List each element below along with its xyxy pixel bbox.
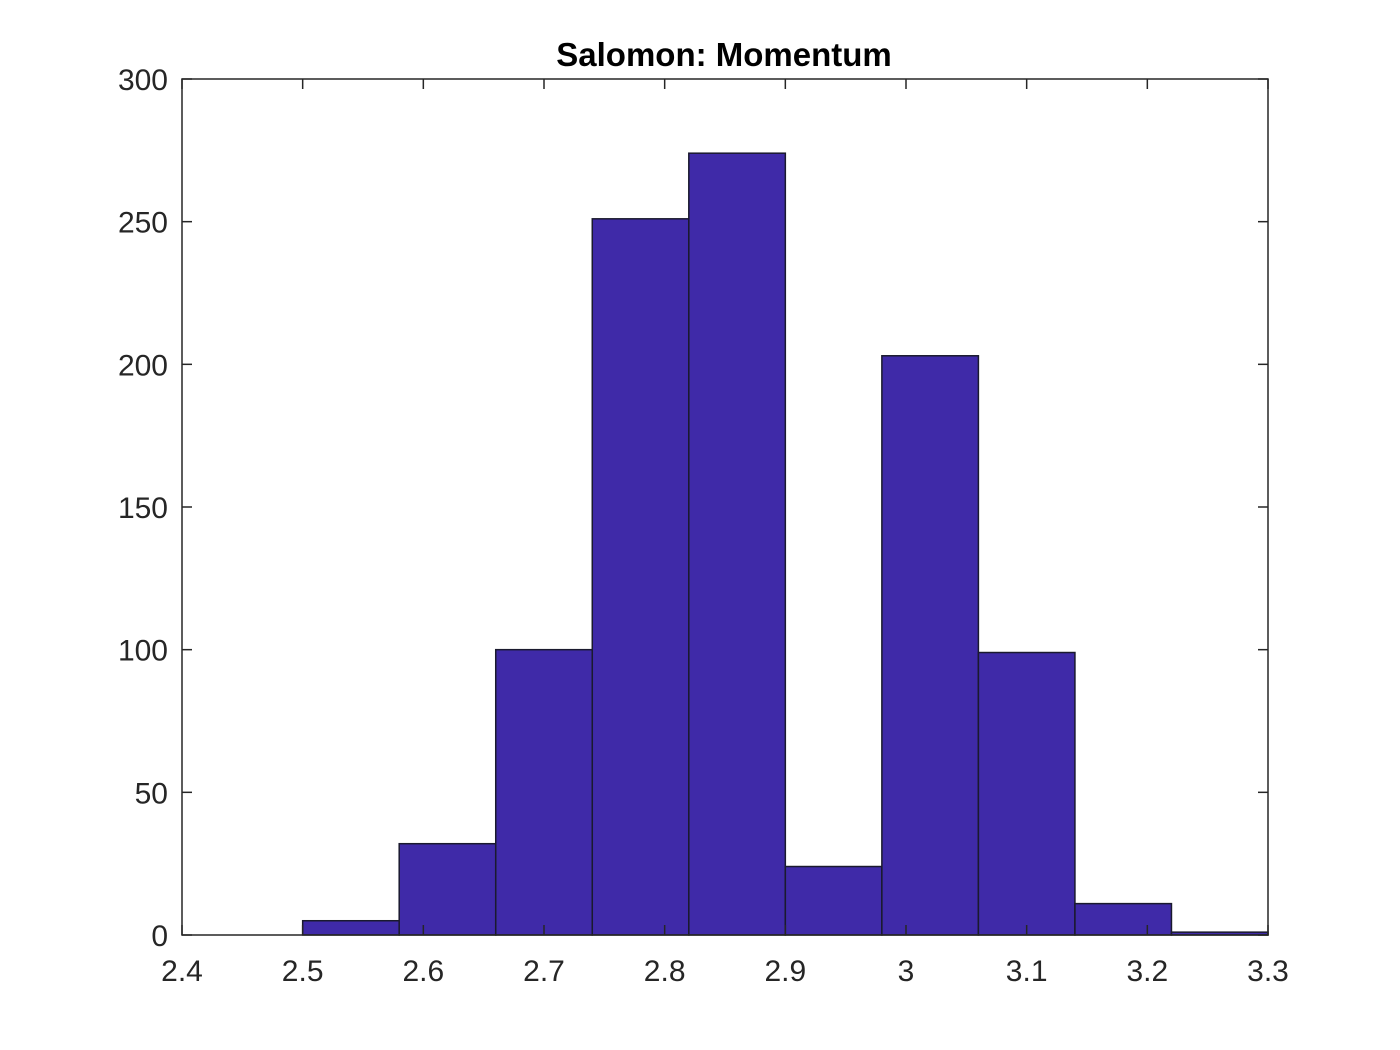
histogram-bar <box>1074 902 1173 936</box>
y-tick-label: 300 <box>118 64 168 97</box>
y-tick-label: 150 <box>118 492 168 525</box>
plot-area-frame <box>181 78 1269 936</box>
x-axis: 2.4 2.5 2.6 2.7 2.8 2.9 3 3.1 3.2 3.3 <box>161 79 1289 988</box>
histogram-bar <box>591 218 690 936</box>
x-tick-label: 2.7 <box>523 955 565 988</box>
x-tick-label: 3 <box>898 955 915 988</box>
y-tick-label: 200 <box>118 349 168 382</box>
x-tick-label: 3.2 <box>1126 955 1168 988</box>
x-tick-label: 2.5 <box>282 955 324 988</box>
x-tick-label: 2.8 <box>644 955 686 988</box>
bars-group <box>301 152 1269 936</box>
y-tick-label: 250 <box>118 207 168 240</box>
histogram-bar <box>881 355 980 936</box>
x-tick-label: 2.9 <box>764 955 806 988</box>
y-tick-label: 100 <box>118 635 168 668</box>
x-tick-label: 3.1 <box>1006 955 1048 988</box>
histogram-bar <box>977 651 1076 936</box>
y-tick-label: 0 <box>151 920 168 953</box>
histogram-bar <box>301 919 400 936</box>
x-tick-label: 2.6 <box>402 955 444 988</box>
x-tick-label: 3.3 <box>1247 955 1289 988</box>
histogram-bar <box>398 842 497 936</box>
histogram-bar <box>784 865 883 936</box>
histogram-bar <box>494 648 594 936</box>
y-axis: 0 50 100 150 200 250 300 <box>118 64 1268 953</box>
x-tick-label: 2.4 <box>161 955 203 988</box>
y-tick-label: 50 <box>135 777 168 810</box>
chart-title: Salomon: Momentum <box>556 36 892 73</box>
histogram-bar <box>688 152 787 936</box>
